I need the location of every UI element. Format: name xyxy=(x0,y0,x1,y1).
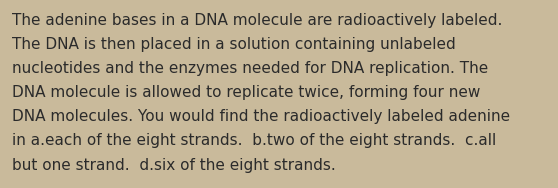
Text: nucleotides and the enzymes needed for DNA replication. The: nucleotides and the enzymes needed for D… xyxy=(12,61,488,76)
Text: The adenine bases in a DNA molecule are radioactively labeled.: The adenine bases in a DNA molecule are … xyxy=(12,13,503,28)
Text: DNA molecules. You would find the radioactively labeled adenine: DNA molecules. You would find the radioa… xyxy=(12,109,511,124)
Text: The DNA is then placed in a solution containing unlabeled: The DNA is then placed in a solution con… xyxy=(12,37,456,52)
Text: DNA molecule is allowed to replicate twice, forming four new: DNA molecule is allowed to replicate twi… xyxy=(12,85,480,100)
Text: but one strand.  d.six of the eight strands.: but one strand. d.six of the eight stran… xyxy=(12,158,336,173)
Text: in a.each of the eight strands.  b.two of the eight strands.  c.all: in a.each of the eight strands. b.two of… xyxy=(12,133,497,149)
